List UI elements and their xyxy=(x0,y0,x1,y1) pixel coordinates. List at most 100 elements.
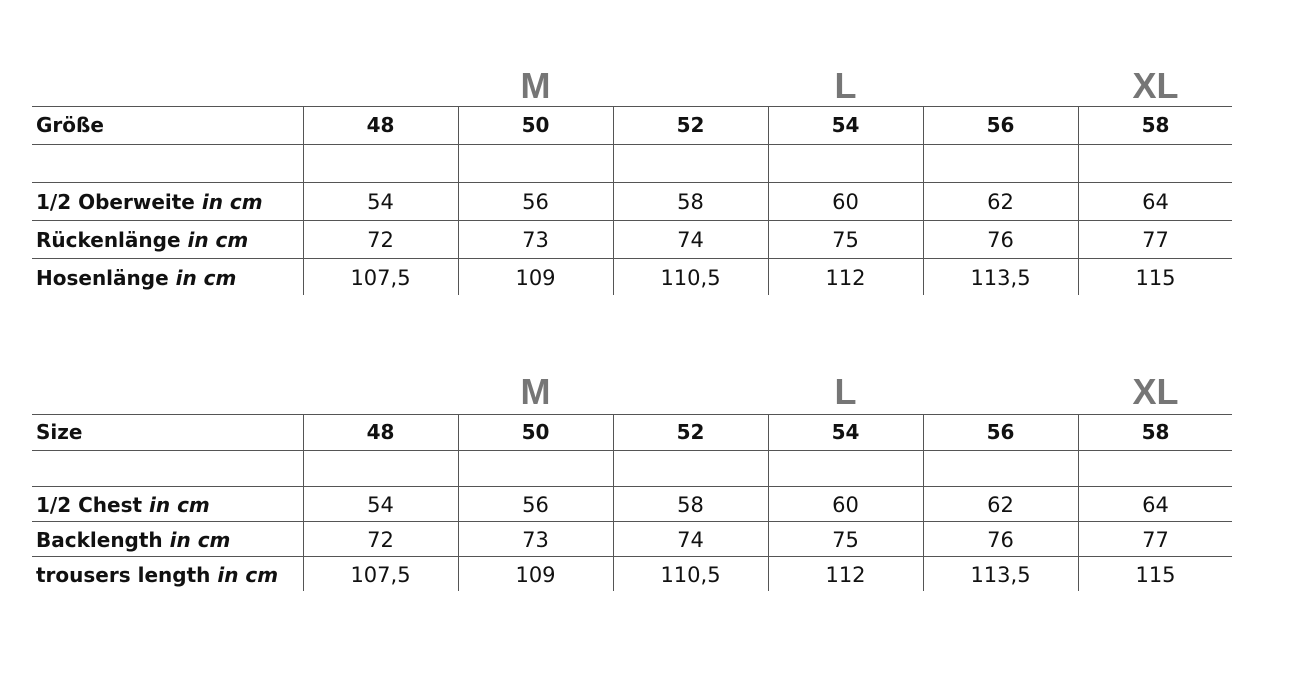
table-row: 1/2 Oberweite in cm 54 56 58 60 62 64 xyxy=(32,182,1232,220)
size-letter-col6: XL xyxy=(1132,65,1179,106)
blank-row xyxy=(32,144,1232,182)
value-cell: 60 xyxy=(832,492,859,517)
row-divider xyxy=(32,556,1232,557)
header-label: Size xyxy=(36,420,83,444)
row-divider xyxy=(32,450,1232,451)
value-cell: 112 xyxy=(825,562,866,587)
header-size-cell: 48 xyxy=(366,420,395,444)
row-label-text: trousers length xyxy=(36,562,211,587)
column-divider xyxy=(768,106,769,295)
row-label: Rückenlänge in cm xyxy=(36,228,248,252)
row-label-text: 1/2 Oberweite xyxy=(36,190,195,214)
row-label-unit: in cm xyxy=(187,228,249,252)
table-row: Backlength in cm 72 73 74 75 76 77 xyxy=(32,521,1232,556)
column-divider xyxy=(1078,106,1079,295)
column-divider xyxy=(303,414,304,591)
table-row: Hosenlänge in cm 107,5 109 110,5 112 113,5 115 xyxy=(32,258,1232,295)
value-cell: 72 xyxy=(367,228,394,252)
row-label: Hosenlänge in cm xyxy=(36,266,236,290)
column-divider xyxy=(768,414,769,591)
header-size-cell: 56 xyxy=(986,113,1015,137)
value-cell: 76 xyxy=(987,228,1014,252)
value-cell: 74 xyxy=(677,228,704,252)
table-row: Rückenlänge in cm 72 73 74 75 76 77 xyxy=(32,220,1232,258)
value-cell: 58 xyxy=(677,190,704,214)
value-cell: 72 xyxy=(367,527,394,552)
value-cell: 115 xyxy=(1135,562,1176,587)
row-label: Backlength in cm xyxy=(36,528,230,552)
value-cell: 107,5 xyxy=(350,265,411,290)
header-size-cell: 52 xyxy=(676,420,705,444)
value-cell: 73 xyxy=(522,228,549,252)
column-divider xyxy=(303,106,304,295)
row-divider xyxy=(32,220,1232,221)
header-row: Größe 48 50 52 54 56 58 xyxy=(32,106,1232,144)
header-size-cell: 58 xyxy=(1141,113,1170,137)
header-row: Size 48 50 52 54 56 58 xyxy=(32,414,1232,450)
column-divider xyxy=(613,106,614,295)
value-cell: 77 xyxy=(1142,228,1169,252)
size-letter-col2: M xyxy=(520,65,551,106)
row-label-unit: in cm xyxy=(175,265,237,290)
value-cell: 62 xyxy=(987,190,1014,214)
row-label-unit: in cm xyxy=(169,527,231,552)
row-label-text: Hosenlänge xyxy=(36,265,169,290)
column-divider xyxy=(458,414,459,591)
value-cell: 75 xyxy=(832,228,859,252)
value-cell: 62 xyxy=(987,492,1014,517)
value-cell: 76 xyxy=(987,527,1014,552)
value-cell: 113,5 xyxy=(970,265,1031,290)
header-size-cell: 56 xyxy=(986,420,1015,444)
size-letter-col4: L xyxy=(834,65,857,106)
value-cell: 107,5 xyxy=(350,562,411,587)
row-divider xyxy=(32,486,1232,487)
size-letter-col4: L xyxy=(834,371,857,412)
table-row: 1/2 Chest in cm 54 56 58 60 62 64 xyxy=(32,486,1232,521)
value-cell: 115 xyxy=(1135,265,1176,290)
value-cell: 56 xyxy=(522,190,549,214)
header-size-cell: 54 xyxy=(831,113,860,137)
header-size-cell: 58 xyxy=(1141,420,1170,444)
row-divider xyxy=(32,182,1232,183)
row-divider xyxy=(32,106,1232,107)
table-row: trousers length in cm 107,5 109 110,5 112 113… xyxy=(32,556,1232,591)
column-divider xyxy=(458,106,459,295)
row-label-unit: in cm xyxy=(149,492,210,517)
row-divider xyxy=(32,144,1232,145)
row-label: trousers length in cm xyxy=(36,563,278,587)
row-divider xyxy=(32,258,1232,259)
row-divider xyxy=(32,521,1232,522)
value-cell: 112 xyxy=(825,265,866,290)
row-label-unit: in cm xyxy=(201,190,263,214)
value-cell: 113,5 xyxy=(970,562,1031,587)
value-cell: 56 xyxy=(522,492,549,517)
header-size-cell: 48 xyxy=(366,113,395,137)
row-label: 1/2 Chest in cm xyxy=(36,493,210,517)
size-letter-col6: XL xyxy=(1132,371,1179,412)
column-divider xyxy=(923,106,924,295)
column-divider xyxy=(1078,414,1079,591)
header-size-cell: 50 xyxy=(521,420,550,444)
value-cell: 110,5 xyxy=(660,265,721,290)
value-cell: 73 xyxy=(522,527,549,552)
row-label-text: Backlength xyxy=(36,527,163,552)
column-divider xyxy=(613,414,614,591)
value-cell: 60 xyxy=(832,190,859,214)
header-size-cell: 52 xyxy=(676,113,705,137)
value-cell: 109 xyxy=(515,562,556,587)
blank-row xyxy=(32,450,1232,486)
row-divider xyxy=(32,414,1232,415)
value-cell: 74 xyxy=(677,527,704,552)
value-cell: 64 xyxy=(1142,492,1169,517)
value-cell: 75 xyxy=(832,527,859,552)
column-divider xyxy=(923,414,924,591)
value-cell: 77 xyxy=(1142,527,1169,552)
value-cell: 110,5 xyxy=(660,562,721,587)
header-label: Größe xyxy=(36,113,104,137)
value-cell: 109 xyxy=(515,265,556,290)
row-label-text: 1/2 Chest xyxy=(36,492,143,517)
value-cell: 58 xyxy=(677,492,704,517)
value-cell: 54 xyxy=(367,492,394,517)
row-label-text: Rückenlänge xyxy=(36,228,181,252)
row-label-unit: in cm xyxy=(217,562,279,587)
